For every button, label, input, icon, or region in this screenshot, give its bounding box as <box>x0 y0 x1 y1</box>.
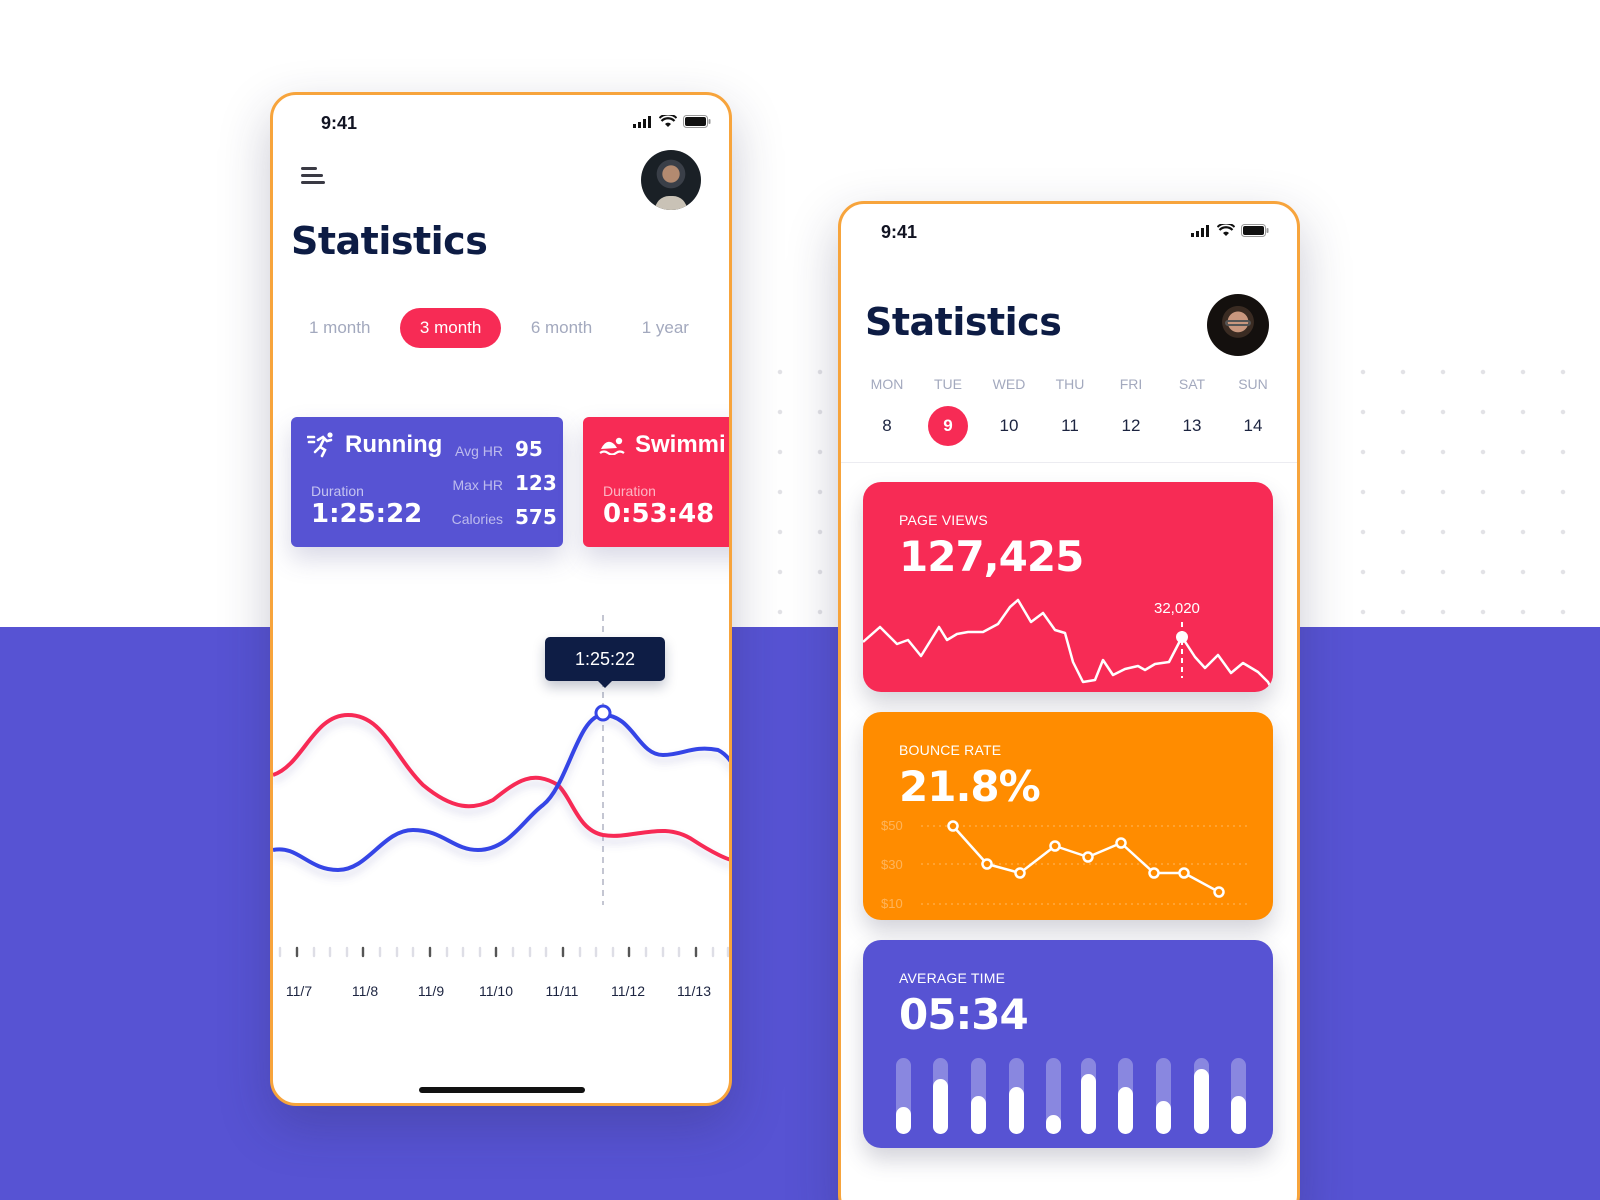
date-label[interactable]: 11/11 <box>545 983 579 999</box>
metric-label: PAGE VIEWS <box>899 512 988 528</box>
timeline-ticks[interactable] <box>273 945 732 959</box>
bounce-rate-card[interactable]: BOUNCE RATE 21.8% $50 $30 $10 <box>863 712 1273 920</box>
max-hr-value: 123 <box>515 471 557 495</box>
metric-label: BOUNCE RATE <box>899 742 1002 758</box>
battery-icon <box>683 115 711 128</box>
day-wed[interactable]: WED 10 <box>992 376 1026 435</box>
running-card[interactable]: Running Duration 1:25:22 Avg HR 95 Max H… <box>291 417 563 547</box>
tab-3-month[interactable]: 3 month <box>399 308 502 348</box>
left-phone: 9:41 Statistics 1 month 3 month 6 month … <box>270 92 732 1106</box>
tab-1-year[interactable]: 1 year <box>641 318 689 337</box>
duration-value: 0:53:48 <box>603 499 715 529</box>
metric-value: 127,425 <box>899 532 1084 581</box>
dot-pattern-right <box>1343 352 1583 622</box>
average-time-card[interactable]: AVERAGE TIME 05:34 <box>863 940 1273 1148</box>
user-avatar[interactable] <box>641 150 701 210</box>
avg-hr-value: 95 <box>515 437 543 461</box>
signal-icon <box>633 115 651 128</box>
period-tabs: 1 month 3 month 6 month 1 year <box>289 307 709 349</box>
wifi-icon <box>1217 224 1235 236</box>
day-mon[interactable]: MON 8 <box>870 376 904 435</box>
page-title: Statistics <box>291 219 488 263</box>
day-sat[interactable]: SAT 13 <box>1178 376 1206 435</box>
week-calendar: MON 8 TUE 9 WED 10 THU 11 FRI 12 SAT 13 SUN 14 <box>857 376 1285 456</box>
duration-label: Duration <box>603 483 656 499</box>
day-thu[interactable]: THU 11 <box>1055 376 1085 435</box>
date-label[interactable]: 11/9 <box>417 983 445 999</box>
day-sun[interactable]: SUN 14 <box>1238 376 1268 435</box>
running-icon <box>307 432 333 458</box>
bounce-rate-chart[interactable] <box>863 712 1273 920</box>
home-indicator <box>419 1087 585 1093</box>
hamburger-menu-icon[interactable] <box>301 167 325 189</box>
status-bar: 9:41 <box>841 204 1297 254</box>
metric-label: AVERAGE TIME <box>899 970 1006 986</box>
date-label[interactable]: 11/13 <box>677 983 711 999</box>
status-time: 9:41 <box>321 113 358 133</box>
y-axis-label: $50 <box>881 818 903 833</box>
chart-tooltip: 1:25:22 <box>545 637 665 688</box>
day-tue[interactable]: TUE 9 <box>923 376 973 446</box>
user-avatar[interactable] <box>1207 294 1269 356</box>
average-time-bars[interactable] <box>893 1056 1246 1134</box>
metric-value: 05:34 <box>899 990 1029 1039</box>
date-axis: 11/7 11/8 11/9 11/10 11/11 11/12 11/13 <box>273 983 729 1003</box>
y-axis-label: $10 <box>881 896 903 911</box>
swimming-card[interactable]: Swimmi Duration 0:53:48 <box>583 417 729 547</box>
duration-label: Duration <box>311 483 364 499</box>
status-time: 9:41 <box>881 222 918 242</box>
swimming-icon <box>599 437 625 455</box>
tab-6-month[interactable]: 6 month <box>530 318 593 337</box>
date-label[interactable]: 11/12 <box>611 983 645 999</box>
page-views-chart[interactable] <box>863 482 1273 692</box>
max-hr-label: Max HR <box>452 477 503 493</box>
page-views-marker-label: 32,020 <box>1154 600 1200 617</box>
activity-name: Swimmi <box>635 431 726 458</box>
battery-icon <box>1241 224 1269 237</box>
signal-icon <box>1191 224 1209 237</box>
y-axis-label: $30 <box>881 857 903 872</box>
background-bottom <box>0 627 1600 1200</box>
avg-hr-label: Avg HR <box>455 443 503 459</box>
activity-line-chart[interactable] <box>273 605 732 925</box>
status-bar: 9:41 <box>273 95 729 145</box>
date-label[interactable]: 11/8 <box>351 983 379 999</box>
right-phone: 9:41 Statistics MON 8 TUE 9 WED 10 THU 11 FR… <box>838 201 1300 1200</box>
date-label[interactable]: 11/7 <box>285 983 313 999</box>
day-fri[interactable]: FRI 12 <box>1119 376 1143 435</box>
activity-name: Running <box>345 431 443 458</box>
page-views-card[interactable]: PAGE VIEWS 127,425 32,020 <box>863 482 1273 692</box>
date-label[interactable]: 11/10 <box>479 983 513 999</box>
calories-label: Calories <box>451 511 503 527</box>
duration-value: 1:25:22 <box>311 499 423 529</box>
calories-value: 575 <box>515 505 557 529</box>
page-title: Statistics <box>865 300 1062 344</box>
divider <box>841 462 1297 463</box>
metric-value: 21.8% <box>899 762 1041 811</box>
tab-1-month[interactable]: 1 month <box>309 318 371 337</box>
wifi-icon <box>659 115 677 127</box>
